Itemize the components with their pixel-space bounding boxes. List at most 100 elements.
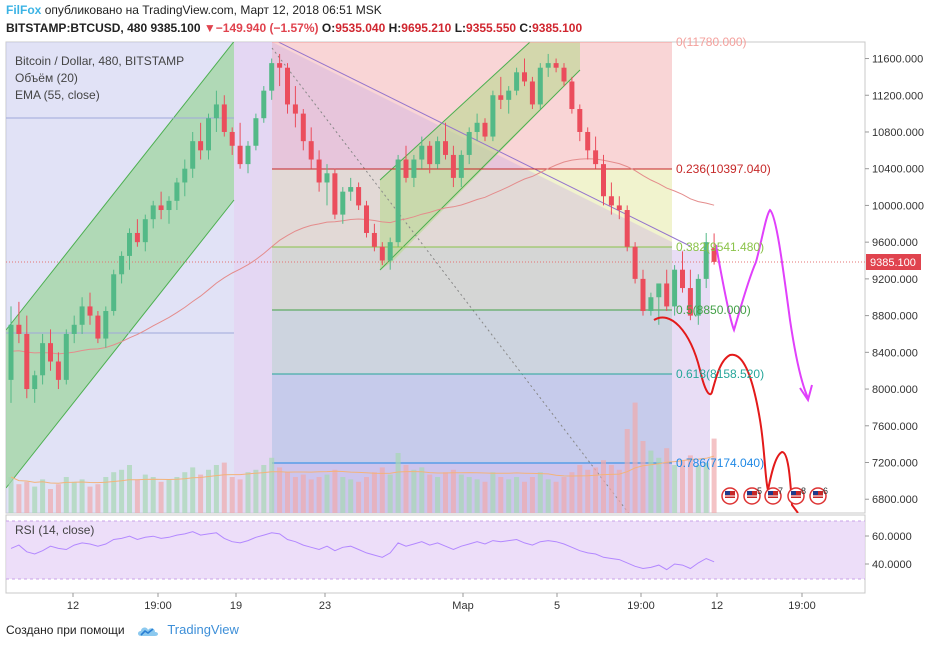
candle [127, 228, 132, 270]
candle [166, 196, 172, 224]
volume-bar [285, 472, 290, 513]
us-flag-event-icon[interactable]: 6 [809, 486, 828, 505]
volume-bar [624, 429, 630, 513]
volume-bar [687, 455, 693, 513]
candle [221, 95, 227, 137]
candle [87, 292, 93, 325]
close-label: C: [519, 21, 533, 35]
volume-bar [158, 481, 164, 513]
candle [71, 315, 77, 344]
volume-bar [672, 465, 678, 513]
volume-bar [561, 477, 567, 513]
fib-band-5-618 [272, 310, 672, 374]
fib-label: 0(11780.000) [676, 35, 747, 49]
price-tick-label: 7200.000 [872, 458, 918, 470]
candle [419, 136, 425, 169]
volume-bar [577, 465, 583, 513]
ohlc-line: BITSTAMP:BTCUSD, 480 9385.100 ▼−149.940 … [6, 21, 582, 35]
price-tick-label: 10800.000 [872, 127, 924, 139]
candle [687, 269, 693, 321]
candle [537, 63, 543, 110]
candle [624, 205, 630, 252]
volume-bar [529, 477, 535, 513]
volume-bar [142, 474, 148, 513]
candle [364, 200, 369, 238]
volume-bar [348, 479, 354, 513]
candle [498, 76, 504, 110]
volume-bar [340, 477, 346, 513]
volume-bar [522, 481, 527, 513]
candle [174, 177, 180, 211]
candle [134, 219, 140, 247]
candle [561, 63, 567, 87]
volume-bar [8, 477, 14, 513]
fib-label: 0.5(8850.000) [676, 303, 751, 317]
down-arrow-icon: ▼ [203, 21, 216, 35]
volume-bar [466, 477, 472, 513]
symbol-name: BITSTAMP:BTCUSD, 480 [6, 21, 148, 35]
author-name[interactable]: FilFox [6, 3, 42, 17]
volume-bar [403, 465, 409, 513]
legend-ema: EMA (55, close) [15, 88, 100, 102]
volume-bar [387, 474, 393, 513]
candle [482, 118, 488, 142]
volume-bar [127, 465, 132, 513]
tradingview-link[interactable]: TradingView [167, 622, 239, 637]
candle [285, 63, 290, 114]
time-tick-label: 23 [319, 600, 331, 612]
channel-line-1b [6, 199, 235, 489]
candle [103, 306, 109, 348]
fib-label: 0.382(9541.480) [676, 240, 764, 254]
candle [158, 191, 164, 220]
channel-line-1a [6, 42, 235, 331]
us-flag-event-icon[interactable]: 8 [787, 486, 806, 505]
volume-bar [601, 460, 606, 513]
volume-bar [292, 477, 298, 513]
candle [277, 53, 283, 87]
channel-line-2a [379, 42, 531, 181]
volume-bar [229, 477, 235, 513]
volume-bar [545, 479, 551, 513]
volume-bar [198, 474, 204, 513]
candle [443, 122, 448, 160]
time-tick-label: 19 [230, 600, 242, 612]
svg-text:5: 5 [757, 486, 762, 496]
candle [379, 242, 385, 266]
volume-bar [458, 474, 464, 513]
candle [395, 154, 401, 247]
candle [664, 269, 670, 312]
candle [474, 113, 480, 142]
zone-lavender [234, 42, 272, 513]
close-value: 9385.100 [532, 21, 583, 35]
candle [213, 90, 219, 132]
us-flag-event-icon[interactable] [721, 487, 739, 505]
candle [229, 127, 235, 155]
candle [40, 333, 46, 385]
price-tick-label: 7600.000 [872, 421, 918, 433]
time-tick-label: 19:00 [788, 600, 816, 612]
high-value: 9695.210 [401, 21, 452, 35]
volume-bar [32, 486, 38, 513]
volume-bar [506, 479, 512, 513]
volume-bar [95, 484, 101, 513]
volume-bar [48, 489, 53, 513]
us-flag-event-icon[interactable]: 5 [743, 486, 762, 505]
candle [316, 150, 322, 192]
candle [506, 86, 512, 114]
channel-line-2b [379, 69, 581, 271]
volume-bar [514, 477, 520, 513]
publish-info: опубликовано на TradingView.com, Март 12… [44, 3, 382, 17]
price-tick-label: 8400.000 [872, 347, 918, 359]
volume-bar [190, 467, 196, 513]
candle [150, 200, 156, 229]
volume-bar [16, 484, 22, 513]
trend-line-down [277, 42, 691, 247]
price-tick-label: 11200.000 [872, 90, 923, 102]
us-flag-event-icon[interactable]: 7 [764, 486, 783, 505]
volume-bar [300, 474, 306, 513]
volume-bar [134, 479, 140, 513]
candle [403, 145, 409, 183]
svg-text:6: 6 [823, 486, 828, 496]
candle [237, 122, 243, 169]
